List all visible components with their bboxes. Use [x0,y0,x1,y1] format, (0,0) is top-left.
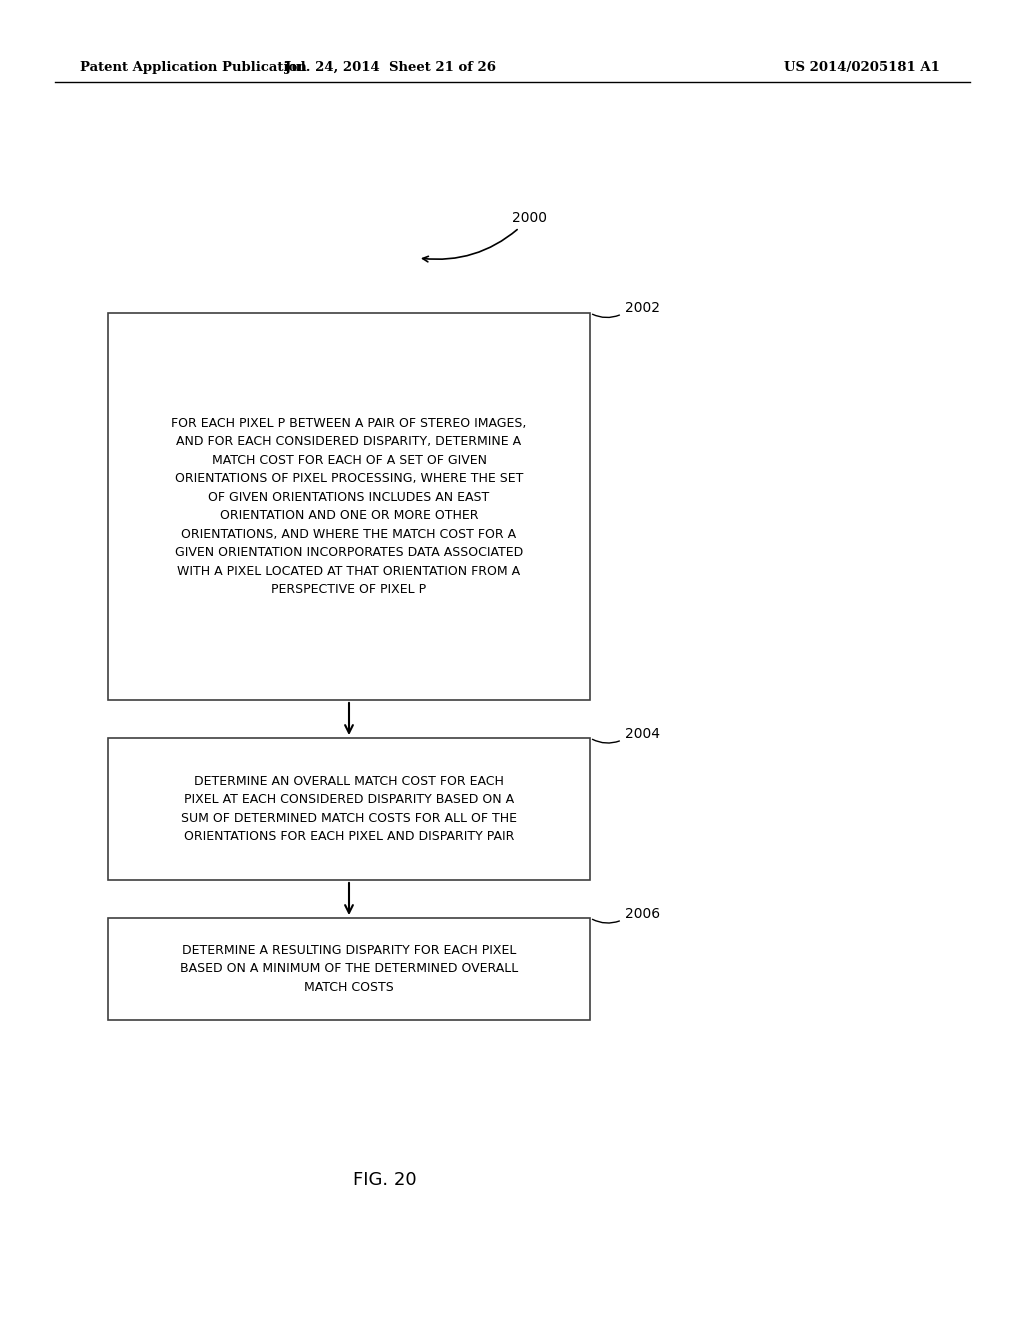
Bar [108,738,590,880]
Text: FOR EACH PIXEL P BETWEEN A PAIR OF STEREO IMAGES,
AND FOR EACH CONSIDERED DISPAR: FOR EACH PIXEL P BETWEEN A PAIR OF STERE… [171,417,526,597]
Text: 2002: 2002 [625,301,660,315]
Text: DETERMINE AN OVERALL MATCH COST FOR EACH
PIXEL AT EACH CONSIDERED DISPARITY BASE: DETERMINE AN OVERALL MATCH COST FOR EACH… [181,775,517,843]
Bar [108,313,590,700]
Text: 2006: 2006 [625,907,660,921]
Text: DETERMINE A RESULTING DISPARITY FOR EACH PIXEL
BASED ON A MINIMUM OF THE DETERMI: DETERMINE A RESULTING DISPARITY FOR EACH… [180,944,518,994]
Text: FIG. 20: FIG. 20 [353,1171,417,1189]
Text: 2000: 2000 [423,211,547,261]
Bar [108,917,590,1020]
Text: Jul. 24, 2014  Sheet 21 of 26: Jul. 24, 2014 Sheet 21 of 26 [285,62,496,74]
Text: 2004: 2004 [625,727,660,741]
Text: US 2014/0205181 A1: US 2014/0205181 A1 [784,62,940,74]
Text: Patent Application Publication: Patent Application Publication [80,62,307,74]
